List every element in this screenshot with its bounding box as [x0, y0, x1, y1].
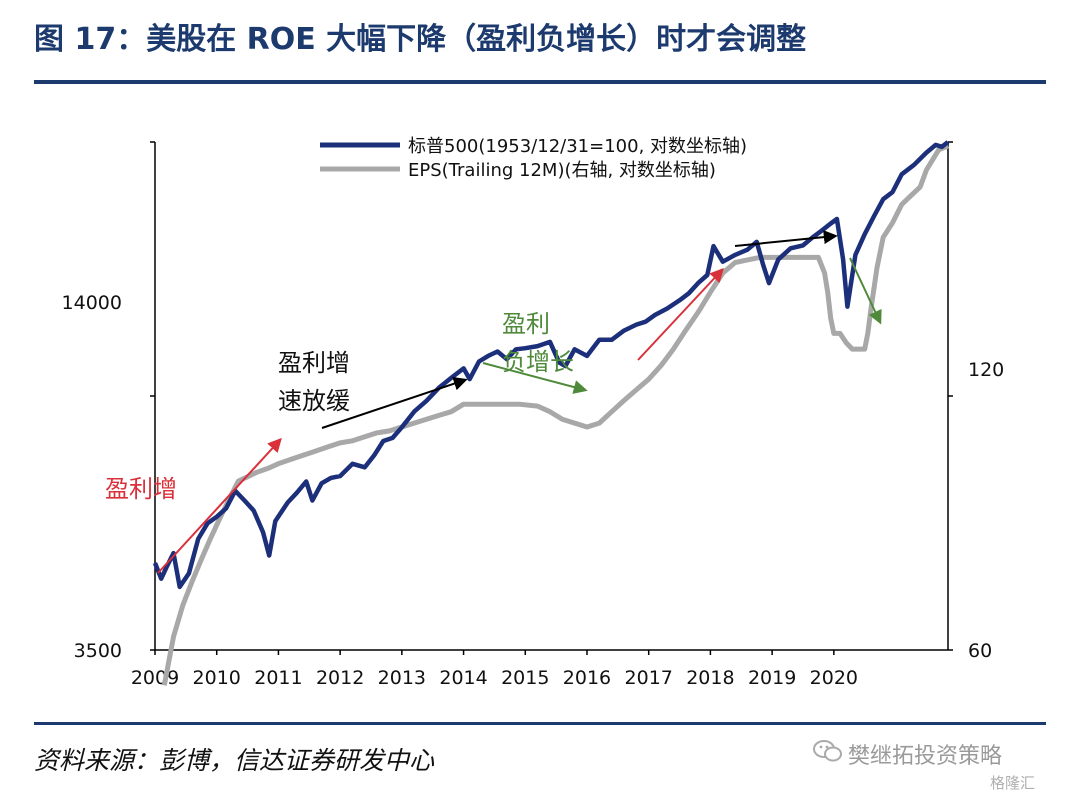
watermark-sub: 格隆汇	[990, 774, 1036, 792]
x-tick-label: 2009	[131, 667, 179, 689]
legend-label: 标普500(1953/12/31=100, 对数坐标轴)	[408, 136, 747, 157]
title-rule	[34, 80, 1046, 84]
x-tick-label: 2011	[254, 667, 302, 689]
y-right-tick-label: 60	[968, 640, 992, 662]
annotation-growth-slowing: 盈利增速放缓	[278, 349, 350, 415]
source-note: 资料来源：彭博，信达证券研发中心	[34, 746, 435, 775]
y-left-tick-label: 3500	[74, 640, 122, 662]
annotation-arrow-green	[482, 362, 588, 394]
x-tick-label: 2019	[748, 667, 796, 689]
series-lines	[152, 140, 950, 686]
y-right-tick-label: 120	[968, 359, 1004, 381]
legend: 标普500(1953/12/31=100, 对数坐标轴) EPS(Trailing…	[320, 136, 747, 181]
annotation-arrow-red	[157, 437, 282, 574]
watermark-text: 樊继拓投资策略	[848, 744, 1003, 769]
axes: 3500 14000 60 120 2009 2010 2011 2012 2013 2014 20…	[62, 141, 1004, 689]
page-title: 图 17：美股在 ROE 大幅下降（盈利负增长）时才会调整	[34, 22, 807, 57]
x-tick-label: 2010	[193, 667, 241, 689]
series-line-spx	[152, 140, 950, 590]
annotation-arrow-black	[734, 230, 838, 247]
wechat-icon	[813, 740, 842, 762]
x-tick-label: 2017	[625, 667, 673, 689]
x-tick-label: 2014	[439, 667, 487, 689]
x-tick-label: 2013	[378, 667, 426, 689]
y-left-tick-label: 14000	[62, 292, 122, 314]
annotation-arrow-red	[637, 267, 724, 361]
x-tick-label: 2018	[686, 667, 734, 689]
annotations: 盈利增 盈利增速放缓 盈利负增长	[105, 230, 882, 574]
x-tick-label: 2016	[563, 667, 611, 689]
x-tick-label: 2015	[501, 667, 549, 689]
annotation-profit-growth: 盈利增	[105, 475, 177, 503]
annotation-negative-growth: 盈利负增长	[502, 310, 574, 376]
series-line-eps	[161, 143, 949, 686]
x-tick-label: 2012	[316, 667, 364, 689]
x-tick-label: 2020	[810, 667, 858, 689]
annotation-arrow-black	[321, 376, 468, 429]
footer-rule	[34, 722, 1046, 725]
legend-label: EPS(Trailing 12M)(右轴, 对数坐标轴)	[408, 160, 716, 181]
annotation-arrow-green	[849, 257, 882, 325]
